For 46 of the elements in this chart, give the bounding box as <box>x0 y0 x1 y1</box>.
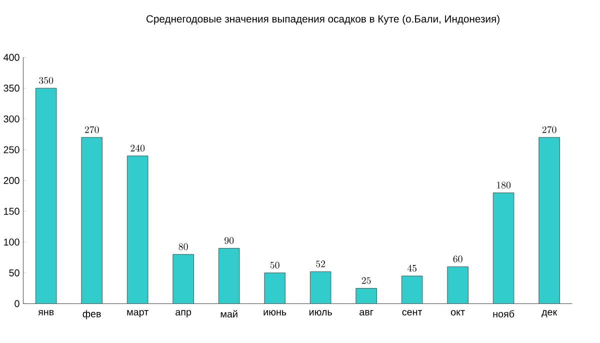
x-tick-label: апр <box>176 310 192 318</box>
y-tick-label: 350 <box>4 84 20 92</box>
bar <box>218 248 240 304</box>
data-label: 52 <box>316 260 325 268</box>
bar <box>35 88 57 304</box>
y-tick-label: 0 <box>14 300 20 308</box>
data-label: 90 <box>224 237 234 244</box>
bar <box>264 272 286 304</box>
x-tick-label: нояб <box>493 310 514 318</box>
y-tick-label: 50 <box>9 269 20 276</box>
bar <box>492 192 514 304</box>
x-tick-label: авг <box>360 310 374 316</box>
x-tick-label: май <box>220 310 238 318</box>
data-label: 50 <box>270 262 280 268</box>
bar <box>401 276 423 304</box>
x-tick-label: янв <box>38 310 54 316</box>
data-label: 270 <box>84 126 99 133</box>
y-tick-label: 300 <box>4 115 20 122</box>
data-label: 45 <box>407 264 416 272</box>
y-tick-label: 250 <box>4 146 20 154</box>
data-label: 350 <box>39 76 54 84</box>
x-tick-label: март <box>127 310 148 318</box>
x-tick-label: июль <box>309 310 332 316</box>
data-label: 240 <box>130 144 145 152</box>
y-tick-label: 400 <box>4 54 20 61</box>
bar <box>310 271 332 304</box>
x-tick-label: сент <box>402 310 422 316</box>
bar <box>538 137 560 304</box>
x-tick-label: июнь <box>264 310 286 316</box>
x-tick-label: дек <box>542 310 558 318</box>
data-label: 60 <box>453 256 462 262</box>
x-tick-label: фев <box>82 310 101 320</box>
chart-title: Среднегодовые значения выпадения осадков в Куте (о.Бали, Индонезия) <box>146 14 500 24</box>
data-label: 25 <box>362 277 371 284</box>
bar <box>356 288 377 304</box>
bar <box>172 254 194 304</box>
y-tick-label: 100 <box>4 238 20 246</box>
bar <box>81 137 102 304</box>
bar <box>126 156 148 304</box>
x-tick-label: окт <box>451 310 465 316</box>
data-label: 80 <box>178 243 188 250</box>
y-tick-label: 200 <box>4 176 20 184</box>
data-label: 270 <box>542 126 556 133</box>
bar <box>447 266 468 304</box>
y-tick-label: 150 <box>4 208 20 215</box>
data-label: 180 <box>497 182 511 188</box>
